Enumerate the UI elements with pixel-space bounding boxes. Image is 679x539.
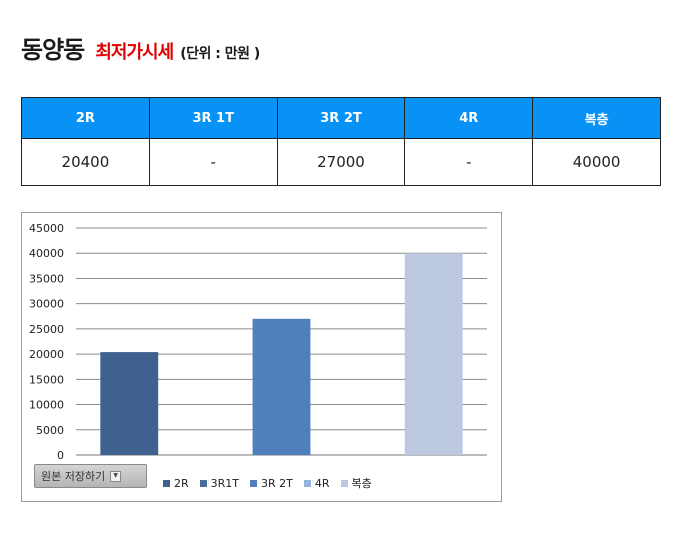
price-table: 2R 3R 1T 3R 2T 4R 복층 20400 - 27000 - 400… [21, 97, 661, 186]
y-tick-label: 45000 [29, 222, 64, 235]
legend-swatch [303, 479, 311, 487]
title-subtitle: 최저가시세 [95, 42, 174, 63]
legend-swatch [250, 479, 258, 487]
dropdown-arrow-icon: ▼ [110, 470, 122, 482]
chart-legend: 2R 3R1T 3R 2T 4R 복층 [163, 475, 372, 491]
bar-1 [100, 352, 159, 455]
col-header-3r2t: 3R 2T [276, 97, 406, 139]
chart-container: 0 5000 10000 15000 20000 25000 30000 35000 40000… [21, 212, 502, 502]
page-title: 동양동 최저가시세 (단위 : 만원 ) [21, 30, 260, 65]
bar-3 [252, 318, 311, 455]
legend-label: 4R [314, 476, 330, 490]
bar-chart: 0 5000 10000 15000 20000 25000 30000 35000 40000… [29, 222, 487, 462]
cell-3r2t: 27000 [276, 138, 406, 186]
legend-item: 4R [303, 475, 330, 491]
legend-swatch [163, 479, 170, 487]
cell-duplex: 40000 [532, 138, 661, 186]
col-header-duplex: 복층 [532, 97, 661, 139]
legend-label: 3R1T [210, 476, 240, 490]
table-header-row: 2R 3R 1T 3R 2T 4R 복층 [21, 97, 661, 139]
cell-3r1t: - [148, 138, 278, 186]
title-location: 동양동 [21, 36, 85, 64]
y-tick-label: 35000 [29, 272, 64, 285]
y-tick-label: 10000 [29, 399, 64, 412]
legend-swatch [199, 479, 207, 487]
legend-label: 3R 2T [261, 476, 293, 490]
y-tick-label: 30000 [29, 298, 64, 311]
col-header-2r: 2R [21, 97, 150, 139]
y-tick-label: 20000 [29, 348, 64, 361]
legend-swatch [340, 479, 348, 487]
col-header-3r1t: 3R 1T [148, 97, 278, 139]
legend-item: 3R 2T [250, 475, 293, 491]
col-header-4r: 4R [404, 97, 534, 139]
legend-label: 2R [174, 476, 189, 490]
y-tick-label: 25000 [29, 323, 64, 336]
legend-item: 복층 [340, 475, 372, 491]
save-original-button[interactable]: 원본 저장하기 ▼ [34, 464, 147, 488]
y-tick-label: 15000 [29, 373, 64, 386]
y-tick-label: 5000 [36, 424, 64, 437]
cell-4r: - [404, 138, 534, 186]
title-unit: (단위 : 만원 ) [180, 46, 260, 62]
bar-5 [404, 253, 463, 455]
legend-item: 3R1T [199, 475, 240, 491]
y-tick-label: 0 [57, 449, 64, 462]
cell-2r: 20400 [21, 138, 150, 186]
legend-item: 2R [163, 475, 189, 491]
table-row: 20400 - 27000 - 40000 [21, 138, 661, 186]
legend-label: 복층 [351, 477, 372, 490]
y-tick-label: 40000 [29, 247, 64, 260]
save-original-label: 원본 저장하기 [41, 470, 106, 483]
